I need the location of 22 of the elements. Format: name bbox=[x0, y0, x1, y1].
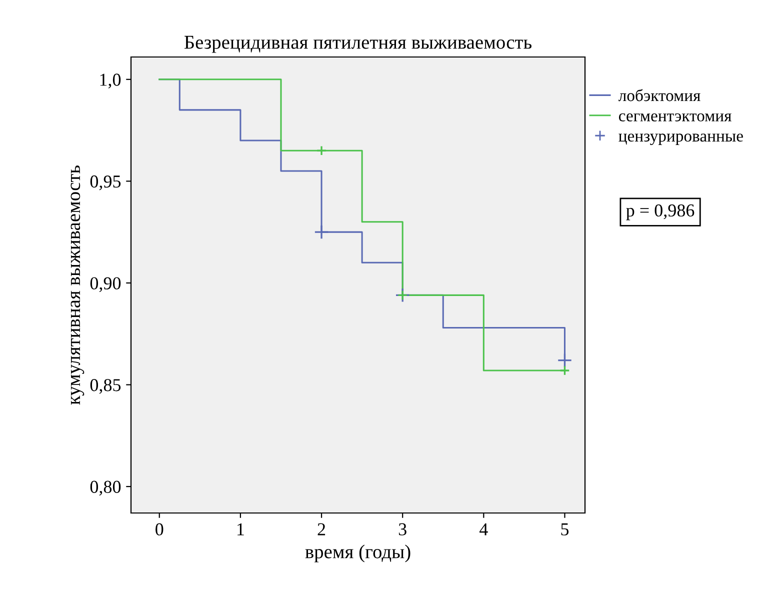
y-tick-label: 1,0 bbox=[100, 74, 121, 88]
x-tick-label: 1 bbox=[238, 523, 244, 536]
point bbox=[560, 365, 570, 376]
legend-label: лобэктомия bbox=[618, 89, 700, 102]
y-axis-title: кумулятивная выживаемость bbox=[70, 166, 84, 405]
point bbox=[316, 145, 327, 156]
y-tick-label: 0,95 bbox=[90, 175, 121, 190]
point bbox=[557, 352, 572, 368]
legend-label: цензурированные bbox=[618, 134, 743, 146]
y-tick-label: 0,80 bbox=[90, 480, 121, 496]
chart-title: Безрецидивная пятилетняя выживаемость bbox=[184, 36, 532, 53]
x-tick-label: 5 bbox=[561, 523, 569, 536]
point bbox=[314, 224, 329, 240]
text: p = 0,986 bbox=[626, 204, 694, 220]
x-tick-label: 3 bbox=[398, 523, 406, 536]
y-tick-label: 0,85 bbox=[90, 379, 121, 394]
legend-label: сегментэктомия bbox=[618, 113, 732, 122]
x-tick-label: 4 bbox=[480, 523, 488, 536]
y-tick-label: 0,90 bbox=[90, 277, 121, 292]
x-axis-title: время (годы) bbox=[305, 544, 410, 562]
x-tick-label: 0 bbox=[156, 523, 164, 536]
x-tick-label: 2 bbox=[318, 523, 326, 536]
